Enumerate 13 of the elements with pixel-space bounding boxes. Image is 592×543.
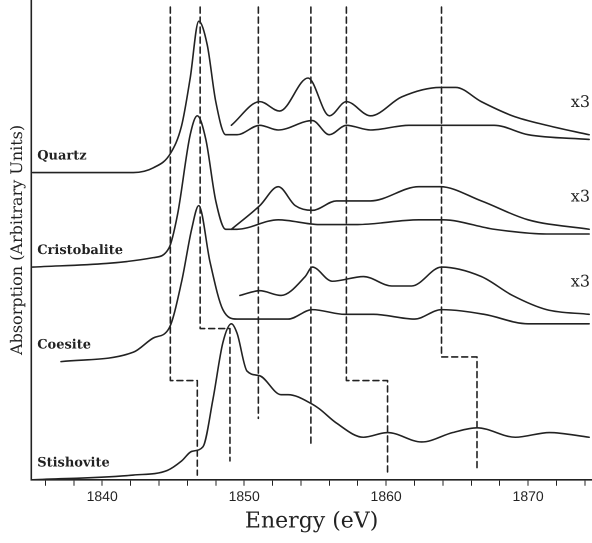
series-label: Coesite	[37, 338, 92, 352]
annotation: x3	[570, 272, 590, 291]
x-tick-label: 1870	[512, 488, 544, 504]
series-label: Stishovite	[37, 456, 110, 471]
annotation: x3	[570, 92, 590, 111]
series-label: Cristobalite	[37, 242, 123, 258]
annotation: x3	[570, 186, 590, 206]
x-tick-label: 1850	[228, 488, 260, 504]
x-axis-title: Energy (eV)	[244, 508, 378, 534]
series-label: Quartz	[37, 148, 87, 164]
y-axis-title: Absorption (Arbitrary Units)	[6, 124, 26, 356]
x-tick-label: 1840	[86, 488, 118, 504]
x-tick-label: 1860	[370, 488, 402, 504]
